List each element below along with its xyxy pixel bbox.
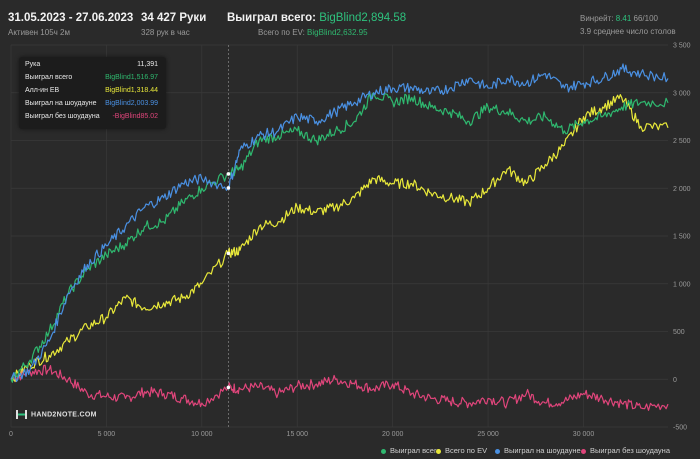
winrate: Винрейт: 8.41 66/100: [580, 14, 658, 23]
series-line: [10, 63, 669, 383]
hand2note-logo: HAND2NOTE.COM: [16, 410, 97, 419]
ev-total: Всего по EV: BigBlind2,632.95: [258, 28, 368, 37]
logo-text: HAND2NOTE.COM: [31, 411, 97, 419]
legend-item-ev[interactable]: Всего по EV: [436, 446, 487, 455]
winrate-value: 8.41: [615, 14, 632, 23]
won-total-value: BigBlind2,894.58: [319, 12, 407, 24]
tooltip-row-hand: Рука 11,391: [25, 61, 158, 68]
tooltip-row-non-showdown: Выиграл без шоудауна -BigBlind85.02: [25, 113, 158, 120]
chart-series: [10, 63, 669, 411]
y-tick-label: 3 500: [673, 43, 691, 50]
legend-item-non-showdown[interactable]: Выиграл без шоудауна: [581, 446, 670, 455]
hover-point: [226, 186, 231, 190]
x-axis-labels: 0 5 000 10 000 15 000 20 000 25 000 30 000: [9, 431, 594, 438]
date-range: 31.05.2023 - 27.06.2023: [8, 12, 134, 24]
chart-grid: [10, 44, 668, 428]
series-line: [10, 92, 669, 383]
legend-dot: [581, 448, 586, 454]
hands-per-hour: 328 рук в час: [141, 28, 190, 37]
y-tick-label: 2 000: [673, 186, 691, 193]
y-axis-labels: -500 0 500 1 000 1 500 2 000 2 500 3 000 3 500: [673, 43, 691, 432]
series-line: [10, 93, 669, 382]
tooltip-row-ev: Алл-ин EB BigBlind1,318.44: [25, 87, 158, 94]
hover-tooltip: Рука 11,391 Выиграл всего BigBlind1,516.…: [19, 57, 166, 129]
chart-legend: Выиграл всего Всего по EV Выиграл на шоу…: [0, 446, 700, 458]
won-total-label: Выиграл всего:: [227, 12, 316, 24]
hover-point: [226, 385, 231, 390]
x-tick-label: 30 000: [573, 431, 595, 438]
y-tick-label: 3 000: [673, 90, 691, 97]
x-tick-label: 10 000: [191, 431, 213, 438]
y-tick-label: 0: [673, 377, 677, 384]
legend-dot: [495, 448, 500, 454]
won-total: Выиграл всего: BigBlind2,894.58: [227, 12, 406, 24]
legend-item-won[interactable]: Выиграл всего: [381, 446, 441, 455]
y-tick-label: -500: [673, 425, 687, 432]
series-line: [10, 364, 669, 411]
active-time: Активен 105ч 2м: [8, 28, 70, 37]
y-tick-label: 1 500: [673, 234, 691, 241]
legend-item-showdown[interactable]: Выиграл на шоудауне: [495, 446, 581, 455]
x-tick-label: 25 000: [477, 431, 499, 438]
tables-avg: 3.9 среднее число столов: [580, 27, 676, 36]
x-tick-label: 20 000: [382, 431, 404, 438]
legend-dot: [381, 448, 386, 454]
y-tick-label: 1 000: [673, 281, 691, 288]
legend-dot: [436, 448, 441, 454]
tooltip-row-won: Выиграл всего BigBlind1,516.97: [25, 74, 158, 81]
winrate-rest: 66/100: [633, 14, 658, 23]
y-tick-label: 2 500: [673, 138, 691, 145]
x-tick-label: 15 000: [287, 431, 309, 438]
y-tick-label: 500: [673, 329, 685, 336]
logo-mark-icon: [16, 410, 27, 419]
tooltip-row-showdown: Выиграл на шоудауне BigBlind2,003.99: [25, 100, 158, 107]
x-tick-label: 5 000: [98, 431, 116, 438]
winrate-label: Винрейт:: [580, 14, 614, 23]
chart-header: 31.05.2023 - 27.06.2023 Активен 105ч 2м …: [0, 0, 700, 40]
x-tick-label: 0: [9, 431, 13, 438]
ev-total-value: BigBlind2,632.95: [307, 28, 368, 37]
hands-count: 34 427 Руки: [141, 12, 207, 24]
ev-total-label: Всего по EV:: [258, 28, 305, 37]
